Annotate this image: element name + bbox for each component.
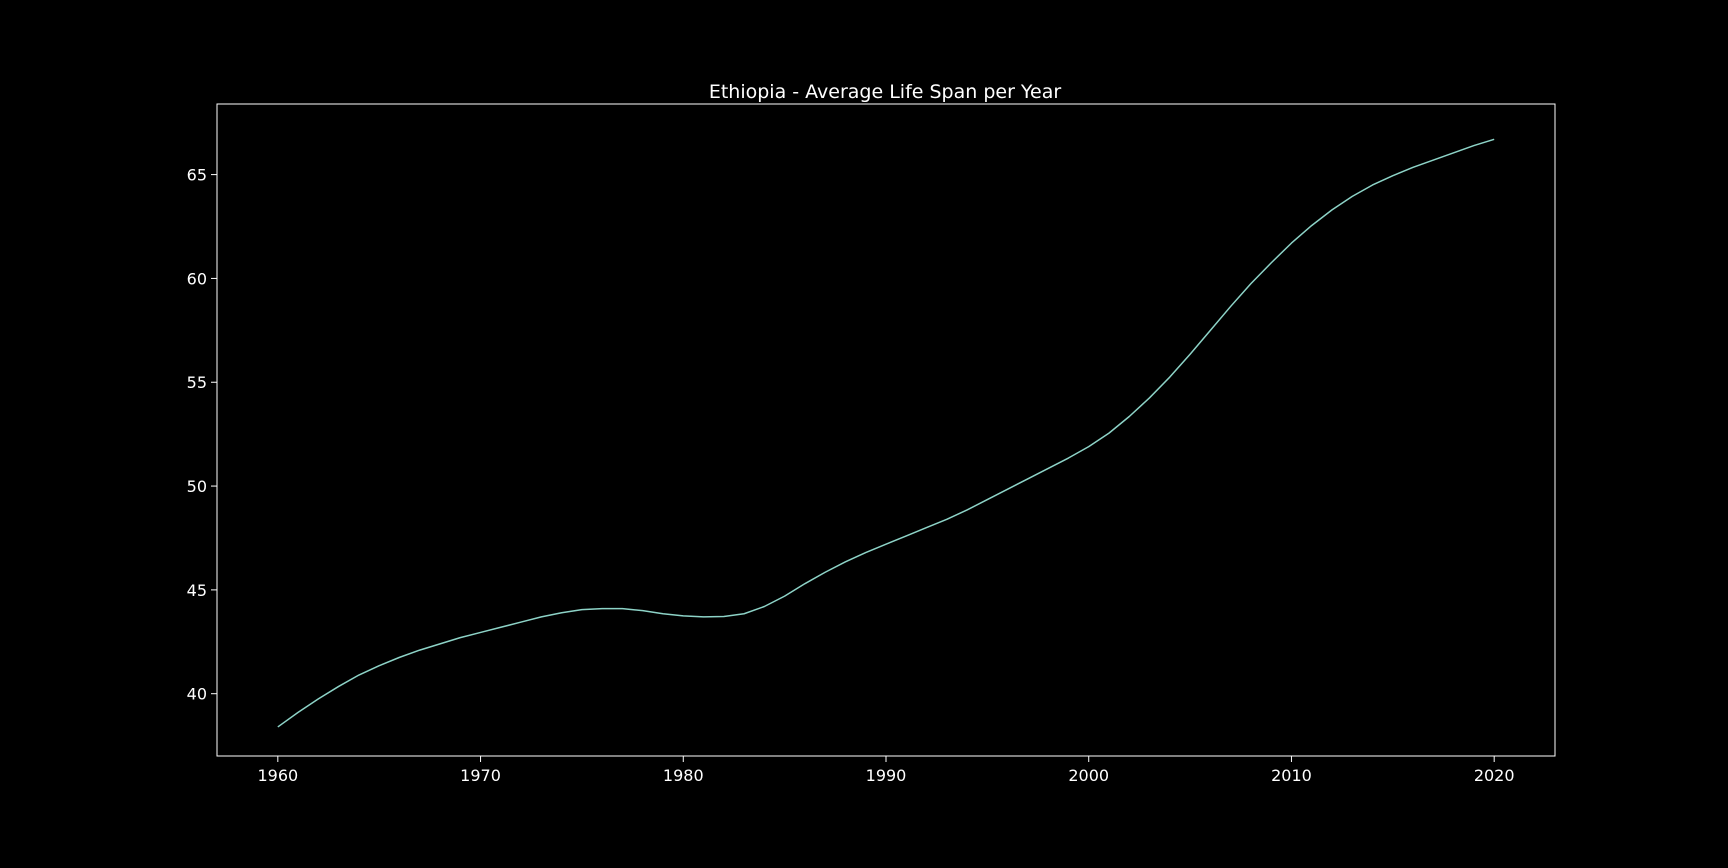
x-tick-label: 1970	[460, 766, 501, 785]
x-tick-label: 1960	[257, 766, 298, 785]
chart-title: Ethiopia - Average Life Span per Year	[709, 81, 1062, 103]
y-tick-label: 65	[187, 166, 207, 185]
plot-area: 1960 1970 1980 1990 2000 2010 2020 40 45 50 55 60 65	[187, 103, 1556, 785]
x-tick-label: 2000	[1068, 766, 1109, 785]
x-tick-label: 2020	[1474, 766, 1515, 785]
x-tick-label: 1980	[663, 766, 704, 785]
y-tick-label: 55	[187, 373, 207, 392]
x-tick-label: 2010	[1271, 766, 1312, 785]
y-tick-label: 60	[187, 269, 207, 288]
y-tick-label: 50	[187, 477, 207, 496]
y-tick-label: 45	[187, 581, 207, 600]
x-tick-label: 1990	[866, 766, 907, 785]
y-tick-label: 40	[187, 685, 207, 704]
series-line	[277, 138, 1495, 728]
